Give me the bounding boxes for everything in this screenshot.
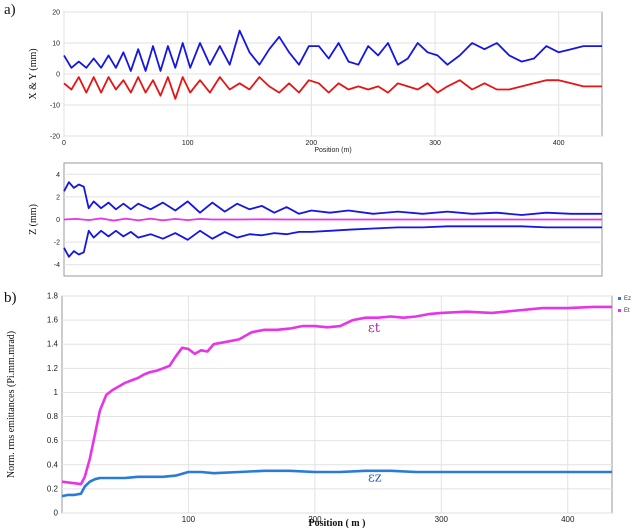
x-tick-label: 300 xyxy=(435,515,449,524)
y-tick-label: 0 xyxy=(56,72,60,79)
chart-z: -4 -2 0 2 4 Z (mm) xyxy=(28,162,603,277)
series-line-0 xyxy=(61,305,612,486)
x-axis-label: Position ( m ) xyxy=(309,518,366,529)
series-line-1 xyxy=(61,469,612,498)
panel-label-b: b) xyxy=(4,290,17,306)
x-tick-label: 0 xyxy=(62,140,66,147)
panel-label-a: a) xyxy=(4,2,16,18)
y-tick-label: 1 xyxy=(54,388,59,397)
series-line-1 xyxy=(63,76,602,100)
y-tick-label: 4 xyxy=(56,172,60,179)
x-tick-label: 200 xyxy=(308,515,322,524)
series-line-0 xyxy=(63,29,602,72)
plot-frame xyxy=(61,295,613,514)
y-tick-label: 0 xyxy=(56,217,60,224)
y-tick-label: 2 xyxy=(56,194,60,201)
y-tick-label: 20 xyxy=(52,10,60,17)
x-tick-label: 400 xyxy=(553,140,565,147)
annotation-0: εt xyxy=(368,321,381,336)
x-tick-label: 400 xyxy=(561,515,575,524)
legend-swatch xyxy=(618,309,621,312)
y-axis-label: Norm. rms emittances (Pi.mm.mrad) xyxy=(6,331,17,478)
y-tick-label: -4 xyxy=(54,262,60,269)
y-tick-label: 1.8 xyxy=(47,292,59,301)
y-tick-label: 1.4 xyxy=(47,340,59,349)
y-tick-label: -2 xyxy=(54,240,60,247)
y-tick-label: 0.8 xyxy=(47,412,59,421)
annotation-1: εz xyxy=(368,471,382,486)
y-tick-label: 0 xyxy=(54,509,59,518)
y-axis-label: Z (mm) xyxy=(28,204,39,235)
y-tick-label: 10 xyxy=(52,41,60,48)
series-line-1 xyxy=(63,225,602,258)
series-line-0 xyxy=(63,181,602,216)
y-tick-label: 0.4 xyxy=(47,460,59,469)
y-tick-label: 1.6 xyxy=(47,316,59,325)
y-tick-label: -20 xyxy=(50,134,60,141)
y-axis-label: X & Y (mm) xyxy=(28,48,39,99)
chart-xy: 0 100 200 300 400 -20 -10 0 10 20 Position (m) X & … xyxy=(28,10,603,154)
x-tick-label: 200 xyxy=(306,140,318,147)
x-tick-label: 100 xyxy=(182,140,194,147)
chart-emittance: 100 200 300 400 0 0.2 0.4 0.6 0.8 1 1.2 1.4 1.6 1.8 Po… xyxy=(6,292,631,529)
y-tick-label: 0.2 xyxy=(47,484,59,493)
y-tick-label: 1.2 xyxy=(47,364,59,373)
y-tick-label: 0.6 xyxy=(47,436,59,445)
legend-swatch xyxy=(618,297,621,300)
legend-label: Et xyxy=(624,308,630,314)
legend-label: Ez xyxy=(624,296,631,302)
x-axis-label: Position (m) xyxy=(314,147,351,154)
series-line-2 xyxy=(63,217,602,222)
x-tick-label: 100 xyxy=(182,515,196,524)
x-tick-label: 300 xyxy=(429,140,441,147)
y-tick-label: -10 xyxy=(50,103,60,110)
